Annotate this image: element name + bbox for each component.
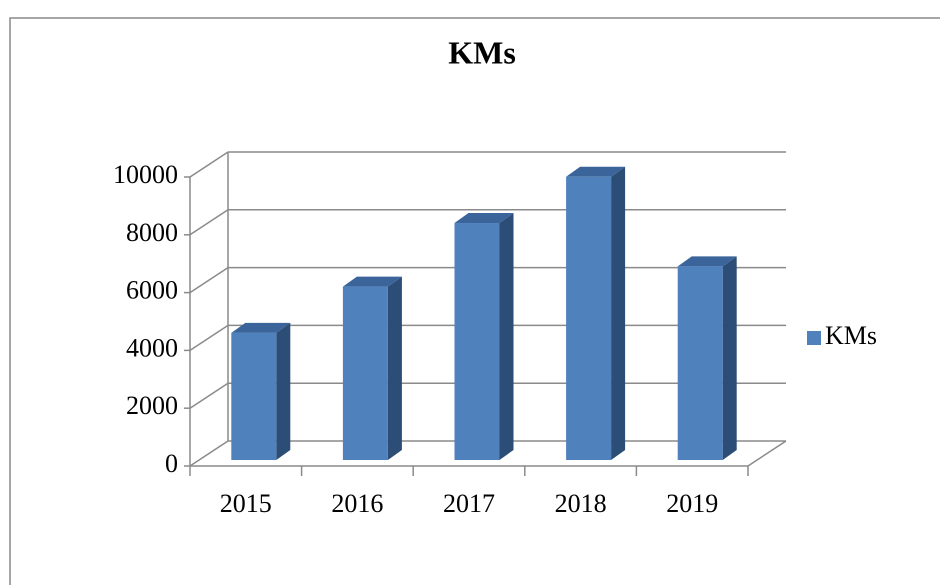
grid-line	[189, 324, 229, 352]
bar	[454, 223, 500, 460]
x-tick-label: 2016	[331, 489, 383, 518]
y-tick-label: 8000	[126, 218, 178, 247]
bar-side	[276, 322, 291, 460]
x-tick-label: 2015	[220, 489, 272, 518]
y-tick-label: 2000	[126, 391, 178, 420]
chart-title: KMs	[448, 34, 516, 70]
grid-line	[189, 266, 229, 294]
y-tick-label: 6000	[126, 276, 178, 305]
y-tick-label: 10000	[113, 160, 178, 189]
bar-top	[454, 213, 514, 224]
bar-top	[231, 322, 291, 333]
y-tick-label: 4000	[126, 333, 178, 362]
grid-line	[189, 209, 229, 236]
bar-top	[566, 166, 626, 177]
grid-line	[189, 440, 229, 467]
y-tick-label: 0	[165, 449, 178, 478]
bar	[677, 266, 723, 460]
x-tick-label: 2018	[555, 489, 607, 518]
bar-side	[499, 213, 514, 460]
bar-side	[387, 276, 402, 460]
bar-side	[722, 256, 737, 460]
legend-swatch	[807, 331, 821, 345]
grid-line	[189, 151, 229, 178]
x-tick-label: 2019	[666, 489, 718, 518]
bar	[342, 286, 388, 460]
x-tick-label: 2017	[443, 489, 495, 518]
grid-line	[189, 382, 229, 409]
bar	[566, 176, 612, 460]
floor-line	[747, 440, 787, 467]
bar-side	[611, 166, 626, 460]
bar-top	[677, 256, 737, 267]
legend-label: KMs	[825, 321, 877, 350]
bar	[231, 332, 277, 460]
bar-top	[342, 276, 402, 287]
